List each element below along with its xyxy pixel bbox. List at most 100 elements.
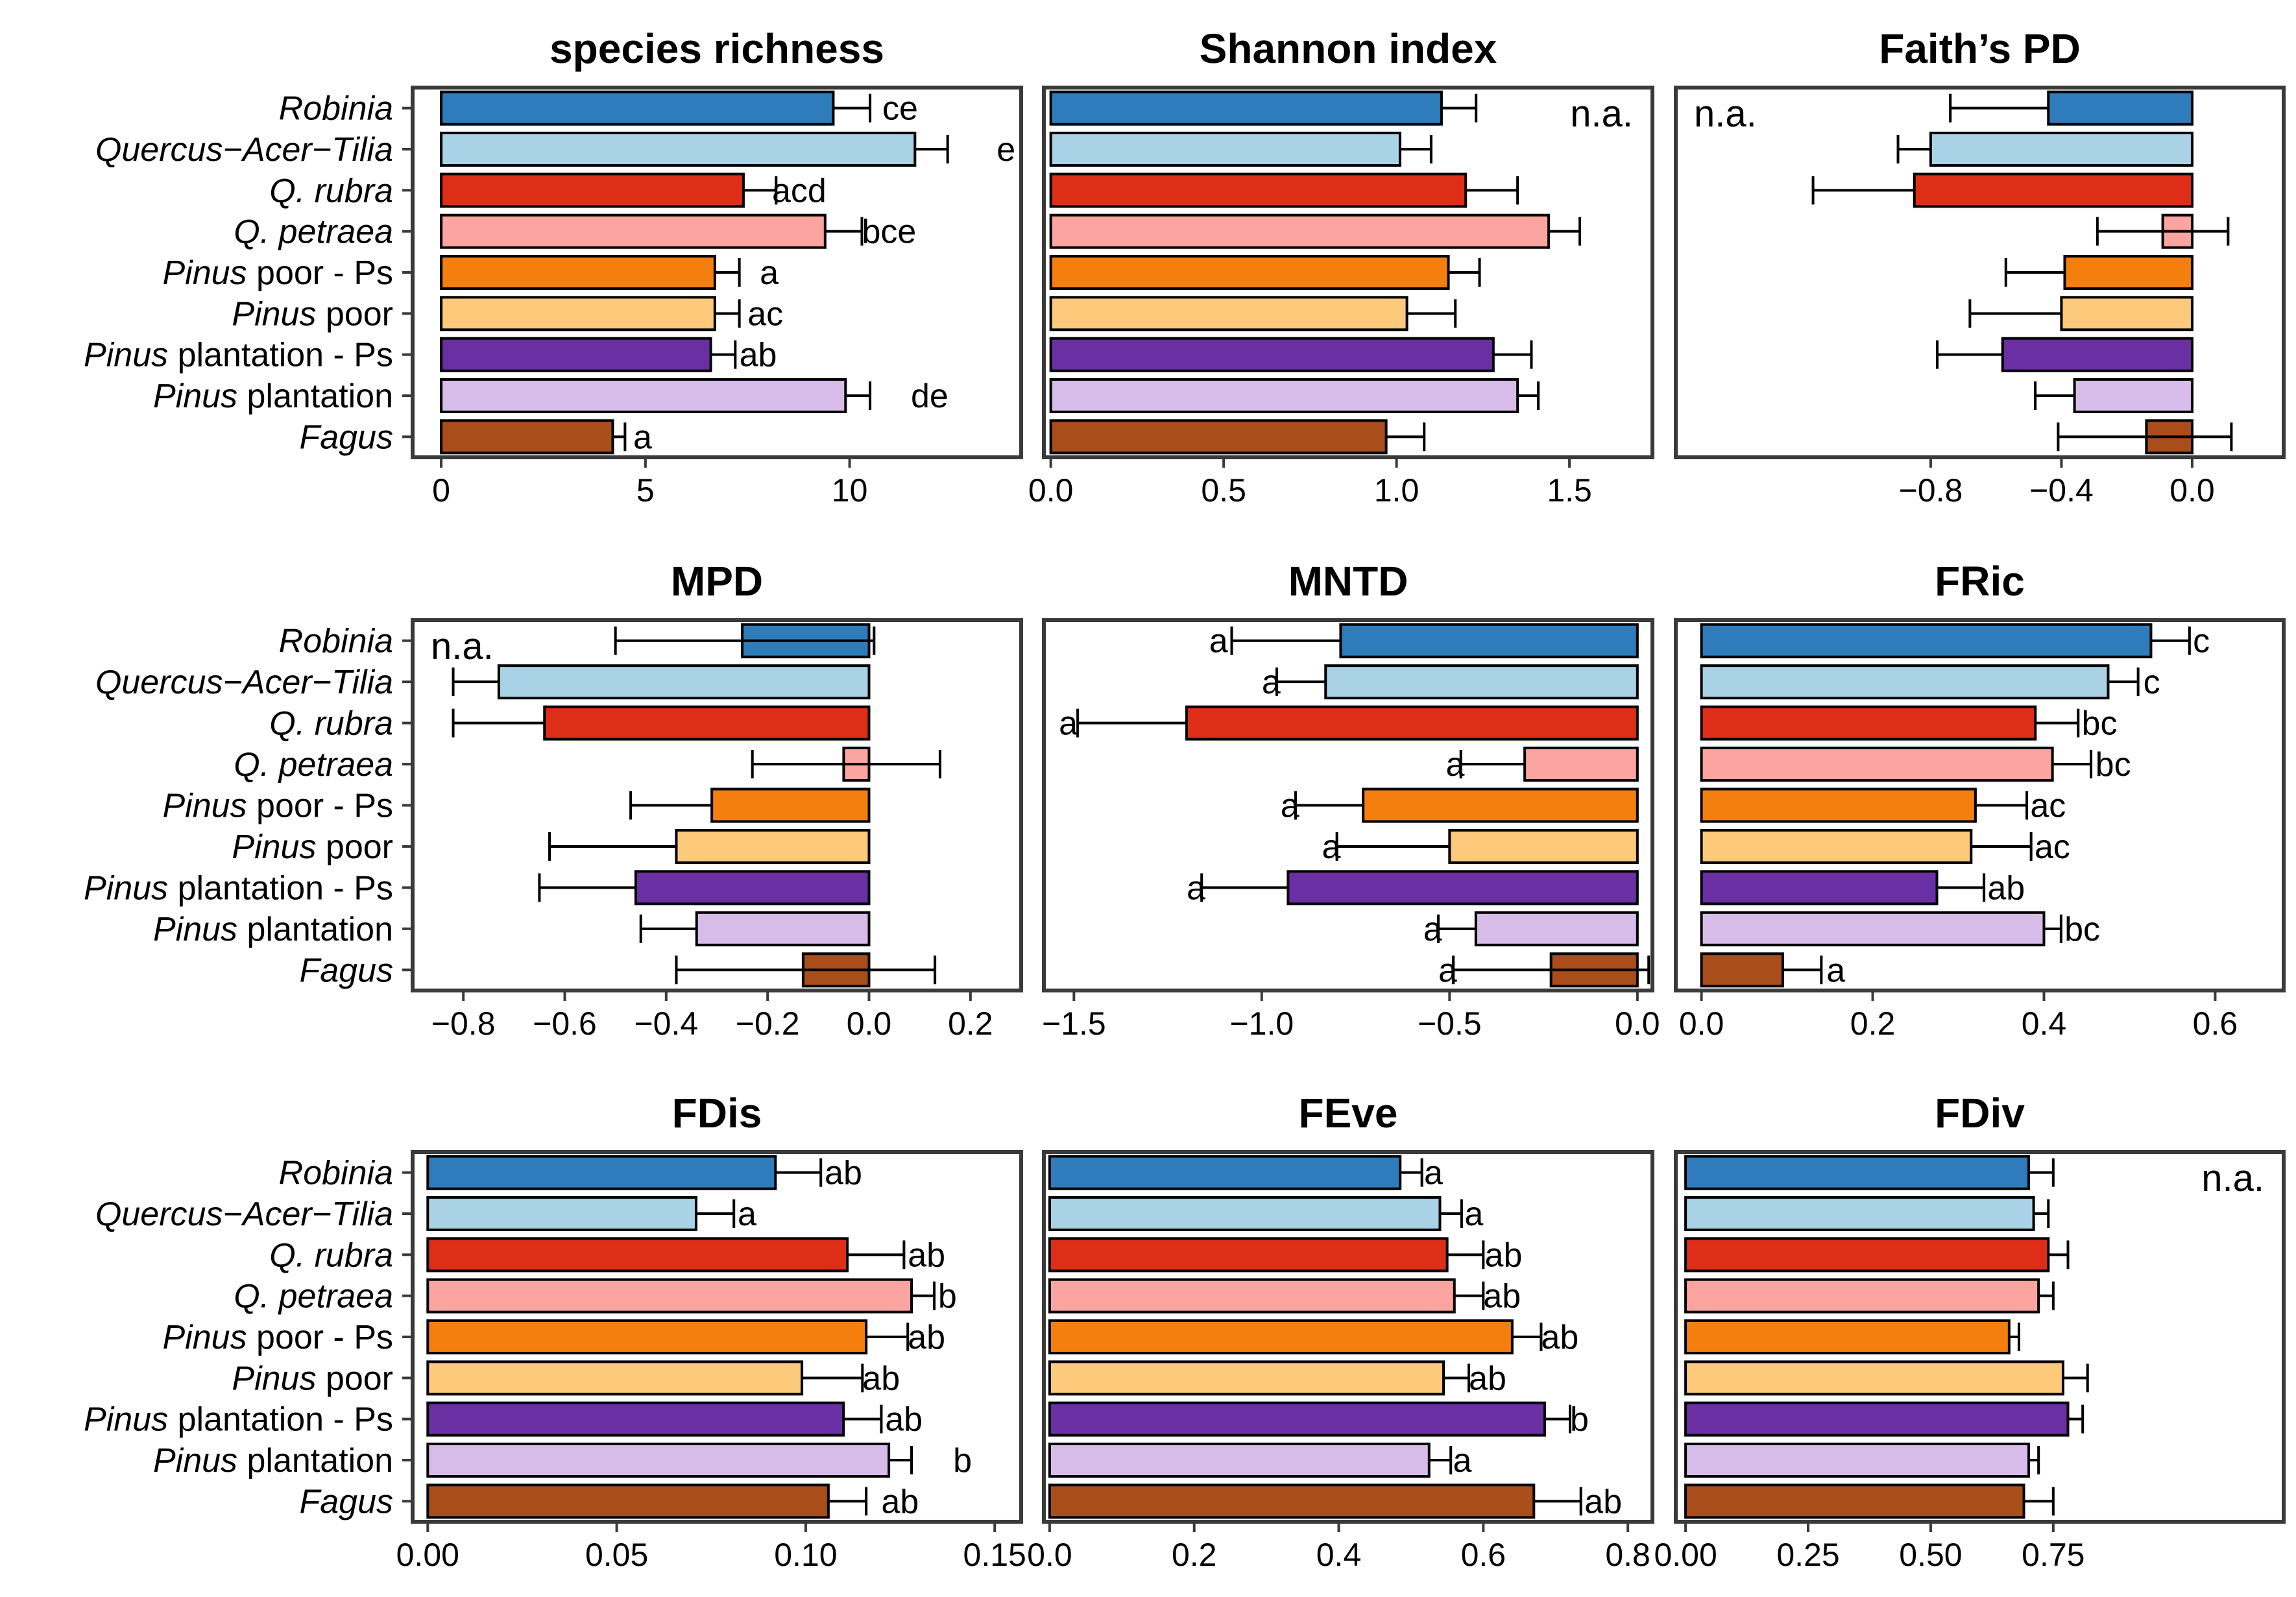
category-label: Q. rubra bbox=[269, 172, 393, 210]
bar bbox=[2047, 90, 2193, 126]
category-label-rest: poor bbox=[316, 828, 393, 866]
x-tick-label: 0.05 bbox=[585, 1537, 648, 1573]
bar bbox=[1049, 296, 1408, 331]
significance-letter: bc bbox=[2096, 746, 2131, 784]
bar bbox=[426, 1401, 845, 1437]
bar bbox=[1049, 337, 1495, 372]
bar bbox=[2060, 296, 2193, 331]
category-label-italic: Q. rubra bbox=[269, 705, 393, 743]
category-label-italic: Robinia bbox=[279, 1155, 393, 1192]
bar bbox=[440, 296, 716, 331]
x-tick-label: 1.5 bbox=[1547, 472, 1592, 509]
bar bbox=[1448, 828, 1639, 864]
category-label-italic: Pinus bbox=[163, 787, 247, 825]
bar bbox=[1684, 1237, 2050, 1273]
category-label-italic: Q. rubra bbox=[269, 172, 393, 210]
x-tick-label: −0.6 bbox=[533, 1005, 597, 1042]
bar bbox=[675, 828, 871, 864]
na-label: n.a. bbox=[431, 625, 494, 667]
x-tick-label: 0.0 bbox=[1028, 472, 1074, 509]
bar bbox=[1049, 419, 1388, 455]
bar bbox=[426, 1278, 913, 1314]
bar bbox=[1048, 1155, 1402, 1190]
significance-letter: ab bbox=[908, 1236, 945, 1274]
panel-frame bbox=[411, 618, 1023, 992]
x-tick-label: 0.0 bbox=[847, 1005, 892, 1042]
significance-letter: a bbox=[1446, 746, 1465, 784]
bar bbox=[1684, 1401, 2070, 1437]
bar bbox=[1049, 132, 1401, 167]
significance-letter: b bbox=[1570, 1401, 1589, 1439]
category-label-italic: Pinus bbox=[84, 337, 168, 374]
significance-letter: a bbox=[1262, 664, 1281, 701]
bar bbox=[426, 1483, 830, 1519]
category-label-rest: plantation bbox=[237, 378, 393, 415]
bar bbox=[1523, 747, 1639, 782]
category-label: Q. rubra bbox=[269, 705, 393, 743]
na-label: n.a. bbox=[2201, 1157, 2264, 1199]
x-tick-label: 0.10 bbox=[774, 1537, 837, 1573]
bar bbox=[426, 1360, 804, 1396]
bar bbox=[440, 255, 716, 290]
category-label: Pinus plantation - Ps bbox=[84, 869, 393, 907]
significance-letter: ab bbox=[862, 1360, 900, 1397]
bar bbox=[440, 419, 614, 455]
bar bbox=[440, 132, 917, 167]
category-label-italic: Pinus bbox=[163, 1319, 247, 1356]
bar bbox=[1929, 132, 2193, 167]
bar bbox=[1049, 255, 1450, 290]
category-label: Fagus bbox=[299, 418, 393, 456]
significance-letter: ce bbox=[882, 90, 918, 128]
panel-frame bbox=[1674, 618, 2286, 992]
bar bbox=[497, 664, 871, 700]
na-label: n.a. bbox=[1694, 93, 1757, 135]
x-tick-label: 1.0 bbox=[1374, 472, 1420, 509]
x-tick-label: 0.0 bbox=[1679, 1005, 1724, 1042]
panel-title: FRic bbox=[1935, 558, 2025, 605]
bar bbox=[2073, 378, 2193, 413]
significance-letter: a bbox=[738, 1195, 756, 1233]
panel-frame bbox=[411, 86, 1023, 459]
bar bbox=[440, 213, 827, 249]
bar bbox=[426, 1155, 777, 1190]
bar bbox=[426, 1196, 697, 1231]
bar bbox=[1700, 828, 1973, 864]
significance-letter: a bbox=[1826, 952, 1845, 989]
panel-frame bbox=[1674, 86, 2286, 459]
bar bbox=[1048, 1401, 1547, 1437]
category-label-italic: Pinus bbox=[163, 254, 247, 292]
significance-letter: a bbox=[1438, 952, 1457, 989]
bar bbox=[1048, 1237, 1449, 1273]
category-label-italic: Q. rubra bbox=[269, 1236, 393, 1274]
category-label-rest: poor bbox=[316, 1360, 393, 1397]
significance-letter: c bbox=[2144, 664, 2160, 701]
significance-letter: ab bbox=[1584, 1483, 1622, 1520]
significance-letter: ab bbox=[908, 1319, 945, 1356]
category-label: Fagus bbox=[299, 1483, 393, 1520]
bar bbox=[1700, 787, 1977, 823]
panel-frame bbox=[1674, 1150, 2286, 1524]
category-label: Pinus poor bbox=[232, 295, 393, 333]
significance-letter: ab bbox=[825, 1155, 862, 1192]
bar bbox=[634, 870, 871, 906]
panel-title: FEve bbox=[1299, 1090, 1398, 1136]
significance-letter: b bbox=[953, 1442, 972, 1480]
panel-4: MPD n.a. −0.8 −0.6 −0.4 −0.2 0.0 0.2 bbox=[411, 558, 1023, 1042]
category-label-rest: poor bbox=[316, 295, 393, 333]
significance-letter: a bbox=[1424, 1155, 1443, 1192]
bar bbox=[1684, 1443, 2031, 1478]
bar bbox=[1049, 378, 1519, 413]
significance-letter: ab bbox=[1483, 1278, 1521, 1315]
panel-frame bbox=[1042, 618, 1654, 992]
panel-title: FDiv bbox=[1935, 1090, 2025, 1136]
bar bbox=[1185, 705, 1639, 741]
category-label: Pinus plantation bbox=[153, 911, 393, 948]
category-label-rest: plantation bbox=[237, 911, 393, 948]
bar bbox=[543, 705, 871, 741]
significance-letter: ac bbox=[2030, 787, 2066, 825]
bar bbox=[1048, 1196, 1442, 1231]
x-tick-label: −0.5 bbox=[1418, 1005, 1482, 1042]
bar bbox=[1684, 1278, 2040, 1314]
category-label-italic: Fagus bbox=[299, 1483, 393, 1520]
significance-letter: a bbox=[1423, 911, 1442, 948]
